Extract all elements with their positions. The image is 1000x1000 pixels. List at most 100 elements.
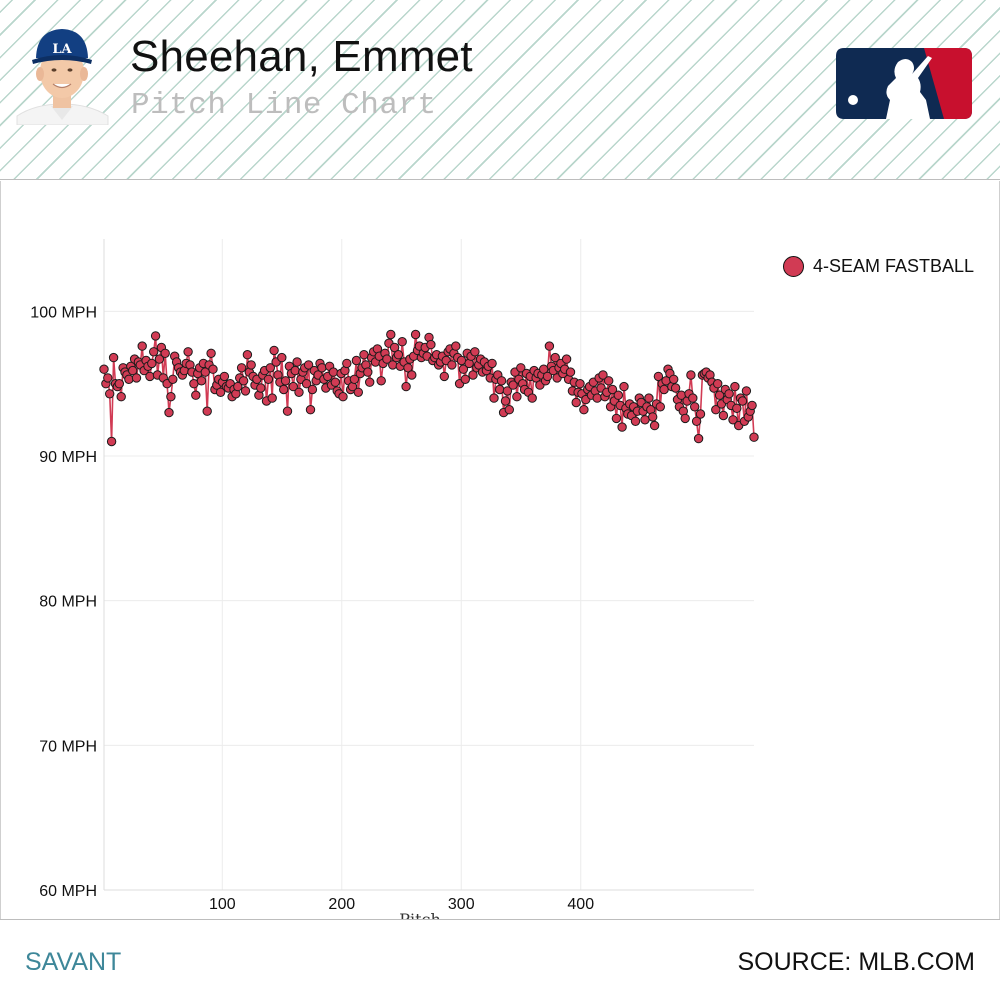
data-point xyxy=(317,363,327,373)
chart-panel xyxy=(0,181,1000,919)
data-point xyxy=(542,371,553,382)
data-point xyxy=(147,358,157,369)
data-point xyxy=(691,416,702,427)
data-point xyxy=(619,381,629,392)
data-point xyxy=(269,345,279,356)
data-point xyxy=(439,371,449,382)
data-point xyxy=(468,370,478,380)
data-point xyxy=(365,377,375,387)
savant-link[interactable]: SAVANT xyxy=(25,948,122,976)
data-point xyxy=(495,384,505,395)
data-point xyxy=(301,379,312,389)
data-point xyxy=(277,352,287,363)
data-point xyxy=(282,406,293,416)
data-point xyxy=(407,370,417,380)
data-point xyxy=(292,357,302,367)
data-point xyxy=(688,393,698,403)
x-tick-label: 200 xyxy=(328,896,355,913)
chart-legend: 4-SEAM FASTBALL xyxy=(783,256,974,277)
data-point xyxy=(386,329,396,340)
data-point xyxy=(349,374,360,385)
y-tick-label: 90 MPH xyxy=(39,449,97,466)
data-point xyxy=(550,352,560,363)
data-point xyxy=(137,341,147,351)
player-name: Sheehan, Emmet xyxy=(130,32,473,81)
data-point xyxy=(489,393,499,403)
data-point xyxy=(640,415,650,425)
data-point xyxy=(196,376,207,386)
data-point xyxy=(502,386,513,396)
data-point xyxy=(124,374,134,385)
data-point xyxy=(403,363,413,373)
data-point xyxy=(512,392,522,402)
data-point xyxy=(294,387,304,398)
data-point xyxy=(106,436,117,447)
data-point xyxy=(713,379,723,389)
data-point xyxy=(500,396,511,406)
x-tick-label: 300 xyxy=(448,896,475,913)
data-point xyxy=(693,433,704,444)
data-point xyxy=(649,420,660,431)
data-point xyxy=(330,377,340,387)
data-point xyxy=(131,373,142,383)
data-point xyxy=(565,367,576,377)
data-point xyxy=(166,392,176,402)
source-credit: SOURCE: MLB.COM xyxy=(737,948,975,976)
legend-marker xyxy=(783,256,804,277)
data-point xyxy=(154,354,165,364)
data-point xyxy=(191,390,201,400)
data-point xyxy=(728,415,738,425)
data-point xyxy=(644,393,654,403)
data-point xyxy=(290,365,300,376)
data-point xyxy=(305,405,316,415)
data-point xyxy=(363,367,373,377)
data-point xyxy=(150,331,161,341)
data-point xyxy=(393,350,404,360)
data-point xyxy=(655,402,665,412)
data-point xyxy=(105,389,115,399)
data-point xyxy=(732,403,742,414)
data-point xyxy=(711,405,721,415)
data-point xyxy=(598,370,608,380)
data-point xyxy=(410,329,421,340)
data-point xyxy=(447,360,457,370)
data-point xyxy=(630,416,641,427)
data-point xyxy=(460,374,470,385)
data-point xyxy=(99,364,109,374)
data-point xyxy=(256,383,266,393)
data-point xyxy=(669,374,679,385)
data-point xyxy=(328,367,339,377)
y-tick-label: 80 MPH xyxy=(39,594,97,611)
data-point xyxy=(219,371,230,382)
data-point xyxy=(114,379,125,389)
player-headshot: LA xyxy=(15,20,110,125)
data-point xyxy=(659,384,669,395)
data-point xyxy=(288,381,298,392)
x-tick-label: 400 xyxy=(567,896,594,913)
header-banner: LA Sheehan, Emmet Pitch Line Chart xyxy=(0,0,1000,180)
data-point xyxy=(280,376,291,386)
data-point xyxy=(561,354,572,364)
data-point xyxy=(149,347,159,357)
data-point xyxy=(617,422,627,432)
legend-label: 4-SEAM FASTBALL xyxy=(813,256,975,276)
data-point xyxy=(376,376,386,386)
data-point xyxy=(233,381,243,392)
y-tick-label: 70 MPH xyxy=(39,738,97,755)
data-point xyxy=(164,407,174,418)
data-point xyxy=(116,392,126,402)
data-point xyxy=(730,381,740,392)
data-point xyxy=(397,337,407,347)
pitch-line-chart: 60 MPH 70 MPH 80 MPH 90 MPH 100 MPH 100 200 300… xyxy=(30,239,759,919)
data-point xyxy=(108,352,119,363)
y-tick-label: 100 MPH xyxy=(30,304,97,321)
data-point xyxy=(401,381,411,392)
data-point xyxy=(382,354,392,364)
data-point xyxy=(267,393,277,403)
data-point xyxy=(342,358,352,369)
data-point xyxy=(145,371,155,382)
data-point xyxy=(695,409,706,419)
data-point xyxy=(236,363,247,373)
chart-subtitle: Pitch Line Chart xyxy=(131,88,437,123)
data-point xyxy=(504,405,514,415)
